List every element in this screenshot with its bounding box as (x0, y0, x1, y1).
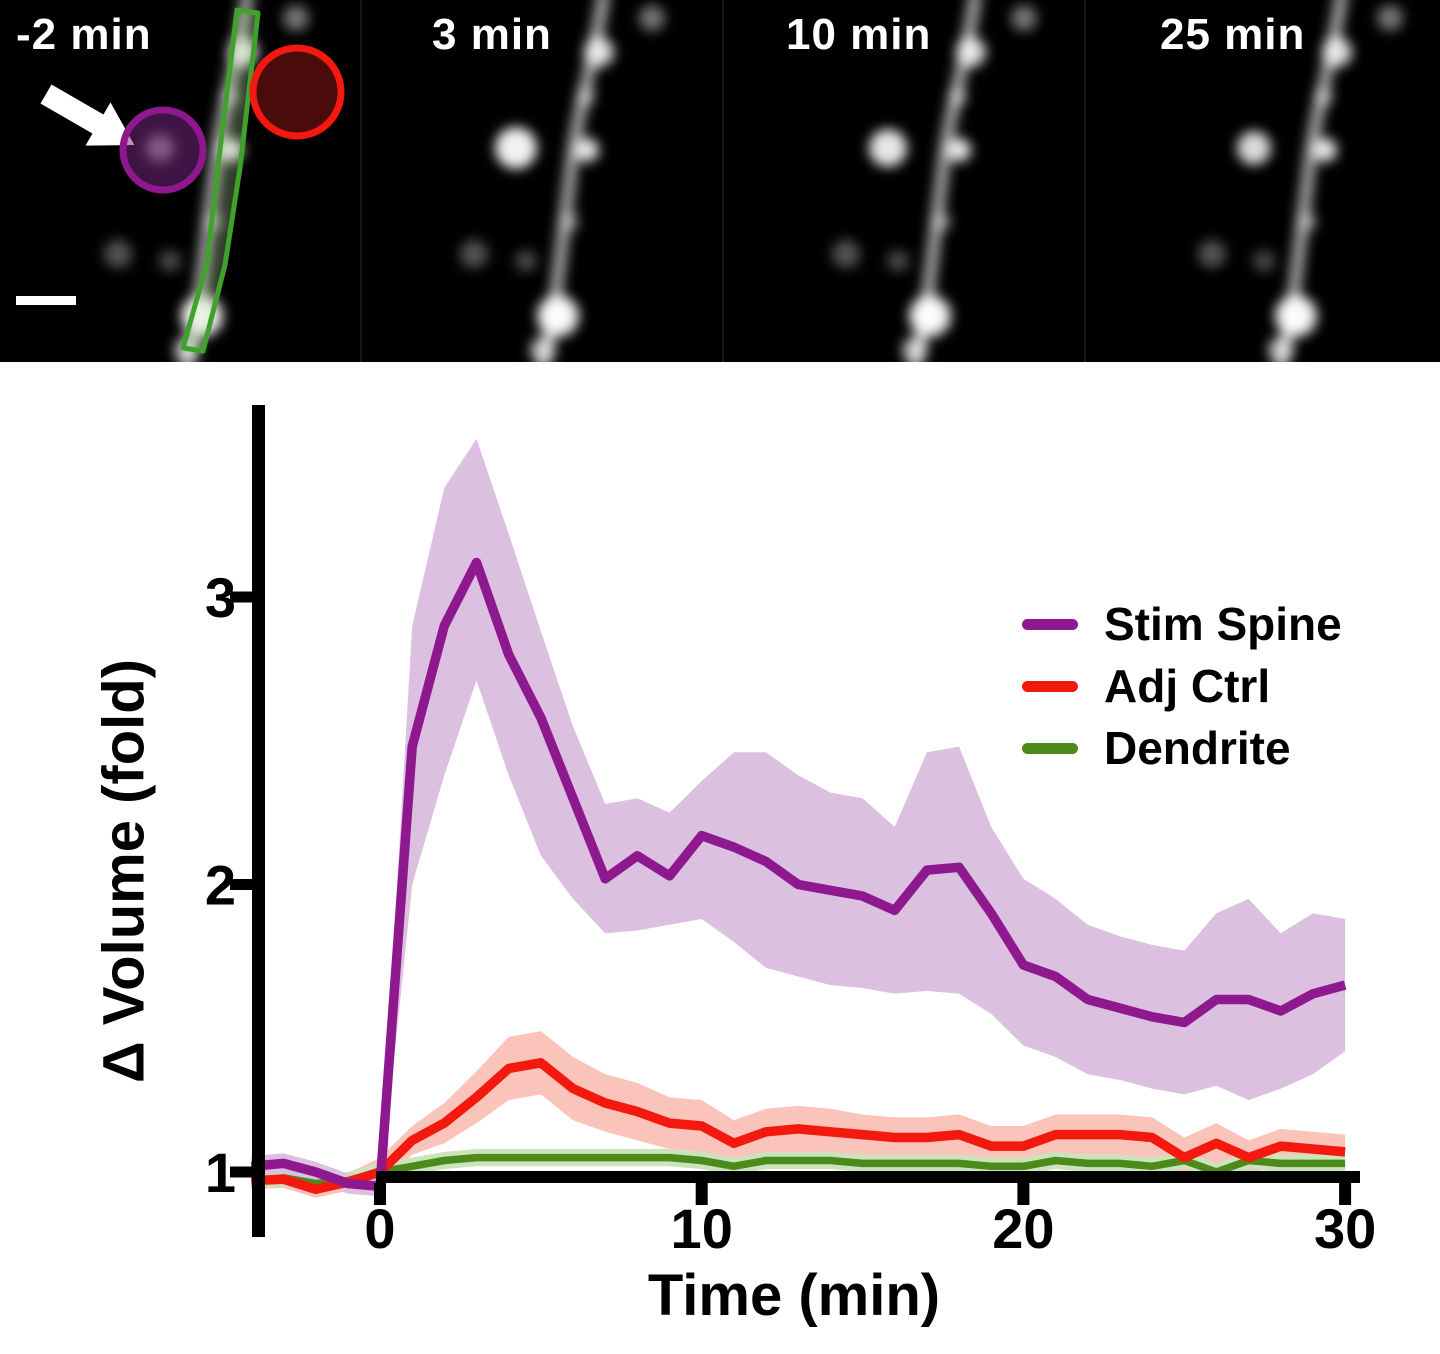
x-axis-line (376, 1171, 1360, 1183)
dendrite-shaft-and-spines (460, 0, 665, 362)
legend-label: Dendrite (1104, 722, 1291, 774)
y-tick (230, 591, 252, 603)
x-tick-label: 10 (671, 1197, 733, 1260)
mean-line-dendrite (250, 1153, 1346, 1188)
y-axis-line (252, 405, 265, 1237)
micro-panel-25min: 25 min (1084, 0, 1440, 362)
microscopy-strip: -2 min 3 min 10 min 25 min (0, 0, 1440, 362)
dendrite-shaft-and-spines (1198, 0, 1403, 362)
dendrite-swatch-icon (1022, 742, 1078, 754)
dendrite-image (832, 0, 1037, 362)
dendrite-shaft-and-spines (832, 0, 1037, 362)
x-axis-title: Time (min) (647, 1263, 941, 1328)
y-tick-label: 1 (205, 1141, 236, 1204)
y-axis-title: Δ Volume (fold) (91, 658, 157, 1084)
timepoint-label: 3 min (432, 10, 552, 59)
y-tick (230, 1166, 252, 1178)
adj-ctrl-swatch-icon (1022, 680, 1078, 692)
y-tick-label: 3 (205, 566, 236, 629)
x-tick (374, 1183, 386, 1205)
legend-label: Stim Spine (1104, 598, 1342, 650)
micro-panel-pre-stim: -2 min (0, 0, 360, 362)
mean-line-adj-ctrl (251, 1058, 1346, 1195)
dendrite-image (460, 0, 665, 362)
error-band-stim-spine (251, 438, 1346, 1197)
timepoint-label: 25 min (1160, 10, 1306, 59)
mean-line-stim-spine (250, 557, 1347, 1192)
timepoint-label: 10 min (786, 10, 932, 59)
x-tick (1339, 1183, 1352, 1205)
dendrite-shaft-and-spines (104, 0, 309, 362)
x-tick (695, 1183, 708, 1205)
axis-ticks (230, 591, 1352, 1205)
x-tick (1017, 1183, 1030, 1205)
legend-label: Adj Ctrl (1104, 660, 1271, 712)
x-tick-label: 30 (1314, 1197, 1376, 1260)
scale-bar (16, 296, 76, 305)
error-band-adj-ctrl (251, 1031, 1346, 1198)
panel-annotations (16, 7, 345, 354)
micro-panel-3min: 3 min (360, 0, 722, 362)
stim-spine-roi-circle (119, 106, 207, 194)
axis-layer (230, 405, 1360, 1237)
dendrite-image (1198, 0, 1403, 362)
x-tick-label: 20 (992, 1197, 1054, 1260)
dendrite-image (104, 0, 309, 362)
x-tick-label: 0 (364, 1197, 395, 1260)
legend-item-dendrite: Dendrite (1022, 717, 1342, 779)
series-layer (250, 438, 1347, 1198)
dendrite-roi-outline (180, 7, 261, 354)
adj-ctrl-roi-circle (249, 44, 345, 140)
legend-item-stim-spine: Stim Spine (1022, 593, 1342, 655)
stim-arrow-icon (40, 84, 135, 146)
legend: Stim Spine Adj Ctrl Dendrite (1022, 593, 1342, 779)
micro-panel-10min: 10 min (722, 0, 1084, 362)
y-tick-label: 2 (205, 854, 236, 917)
stim-spine-swatch-icon (1022, 618, 1078, 630)
timepoint-label: -2 min (16, 10, 152, 59)
y-tick (230, 879, 252, 890)
legend-item-adj-ctrl: Adj Ctrl (1022, 655, 1342, 717)
